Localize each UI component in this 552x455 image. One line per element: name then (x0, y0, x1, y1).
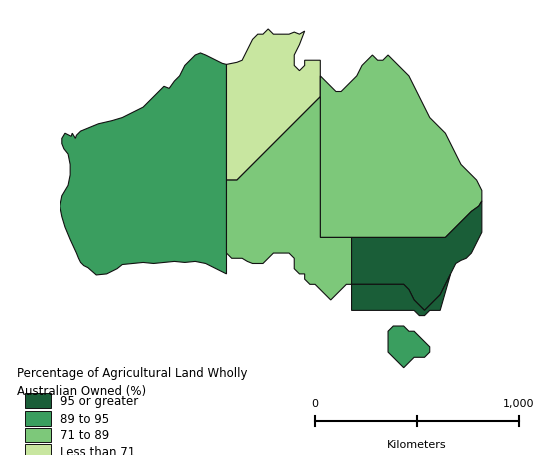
Polygon shape (320, 56, 482, 238)
Bar (25, 411, 51, 426)
Polygon shape (388, 326, 430, 368)
Text: Percentage of Agricultural Land Wholly: Percentage of Agricultural Land Wholly (17, 366, 247, 379)
Polygon shape (60, 54, 226, 275)
Text: 89 to 95: 89 to 95 (60, 412, 109, 425)
Text: Australian Owned (%): Australian Owned (%) (17, 384, 146, 397)
Polygon shape (352, 202, 482, 311)
Polygon shape (226, 30, 320, 181)
Polygon shape (352, 274, 450, 316)
Bar (25, 444, 51, 455)
Text: Kilometers: Kilometers (387, 439, 447, 449)
Polygon shape (226, 97, 352, 300)
Bar (25, 393, 51, 408)
Text: 71 to 89: 71 to 89 (60, 429, 109, 441)
Text: 0: 0 (311, 398, 318, 408)
Text: Less than 71: Less than 71 (60, 445, 135, 455)
Text: 95 or greater: 95 or greater (60, 394, 138, 407)
Text: 1,000: 1,000 (503, 398, 535, 408)
Bar (25, 428, 51, 442)
